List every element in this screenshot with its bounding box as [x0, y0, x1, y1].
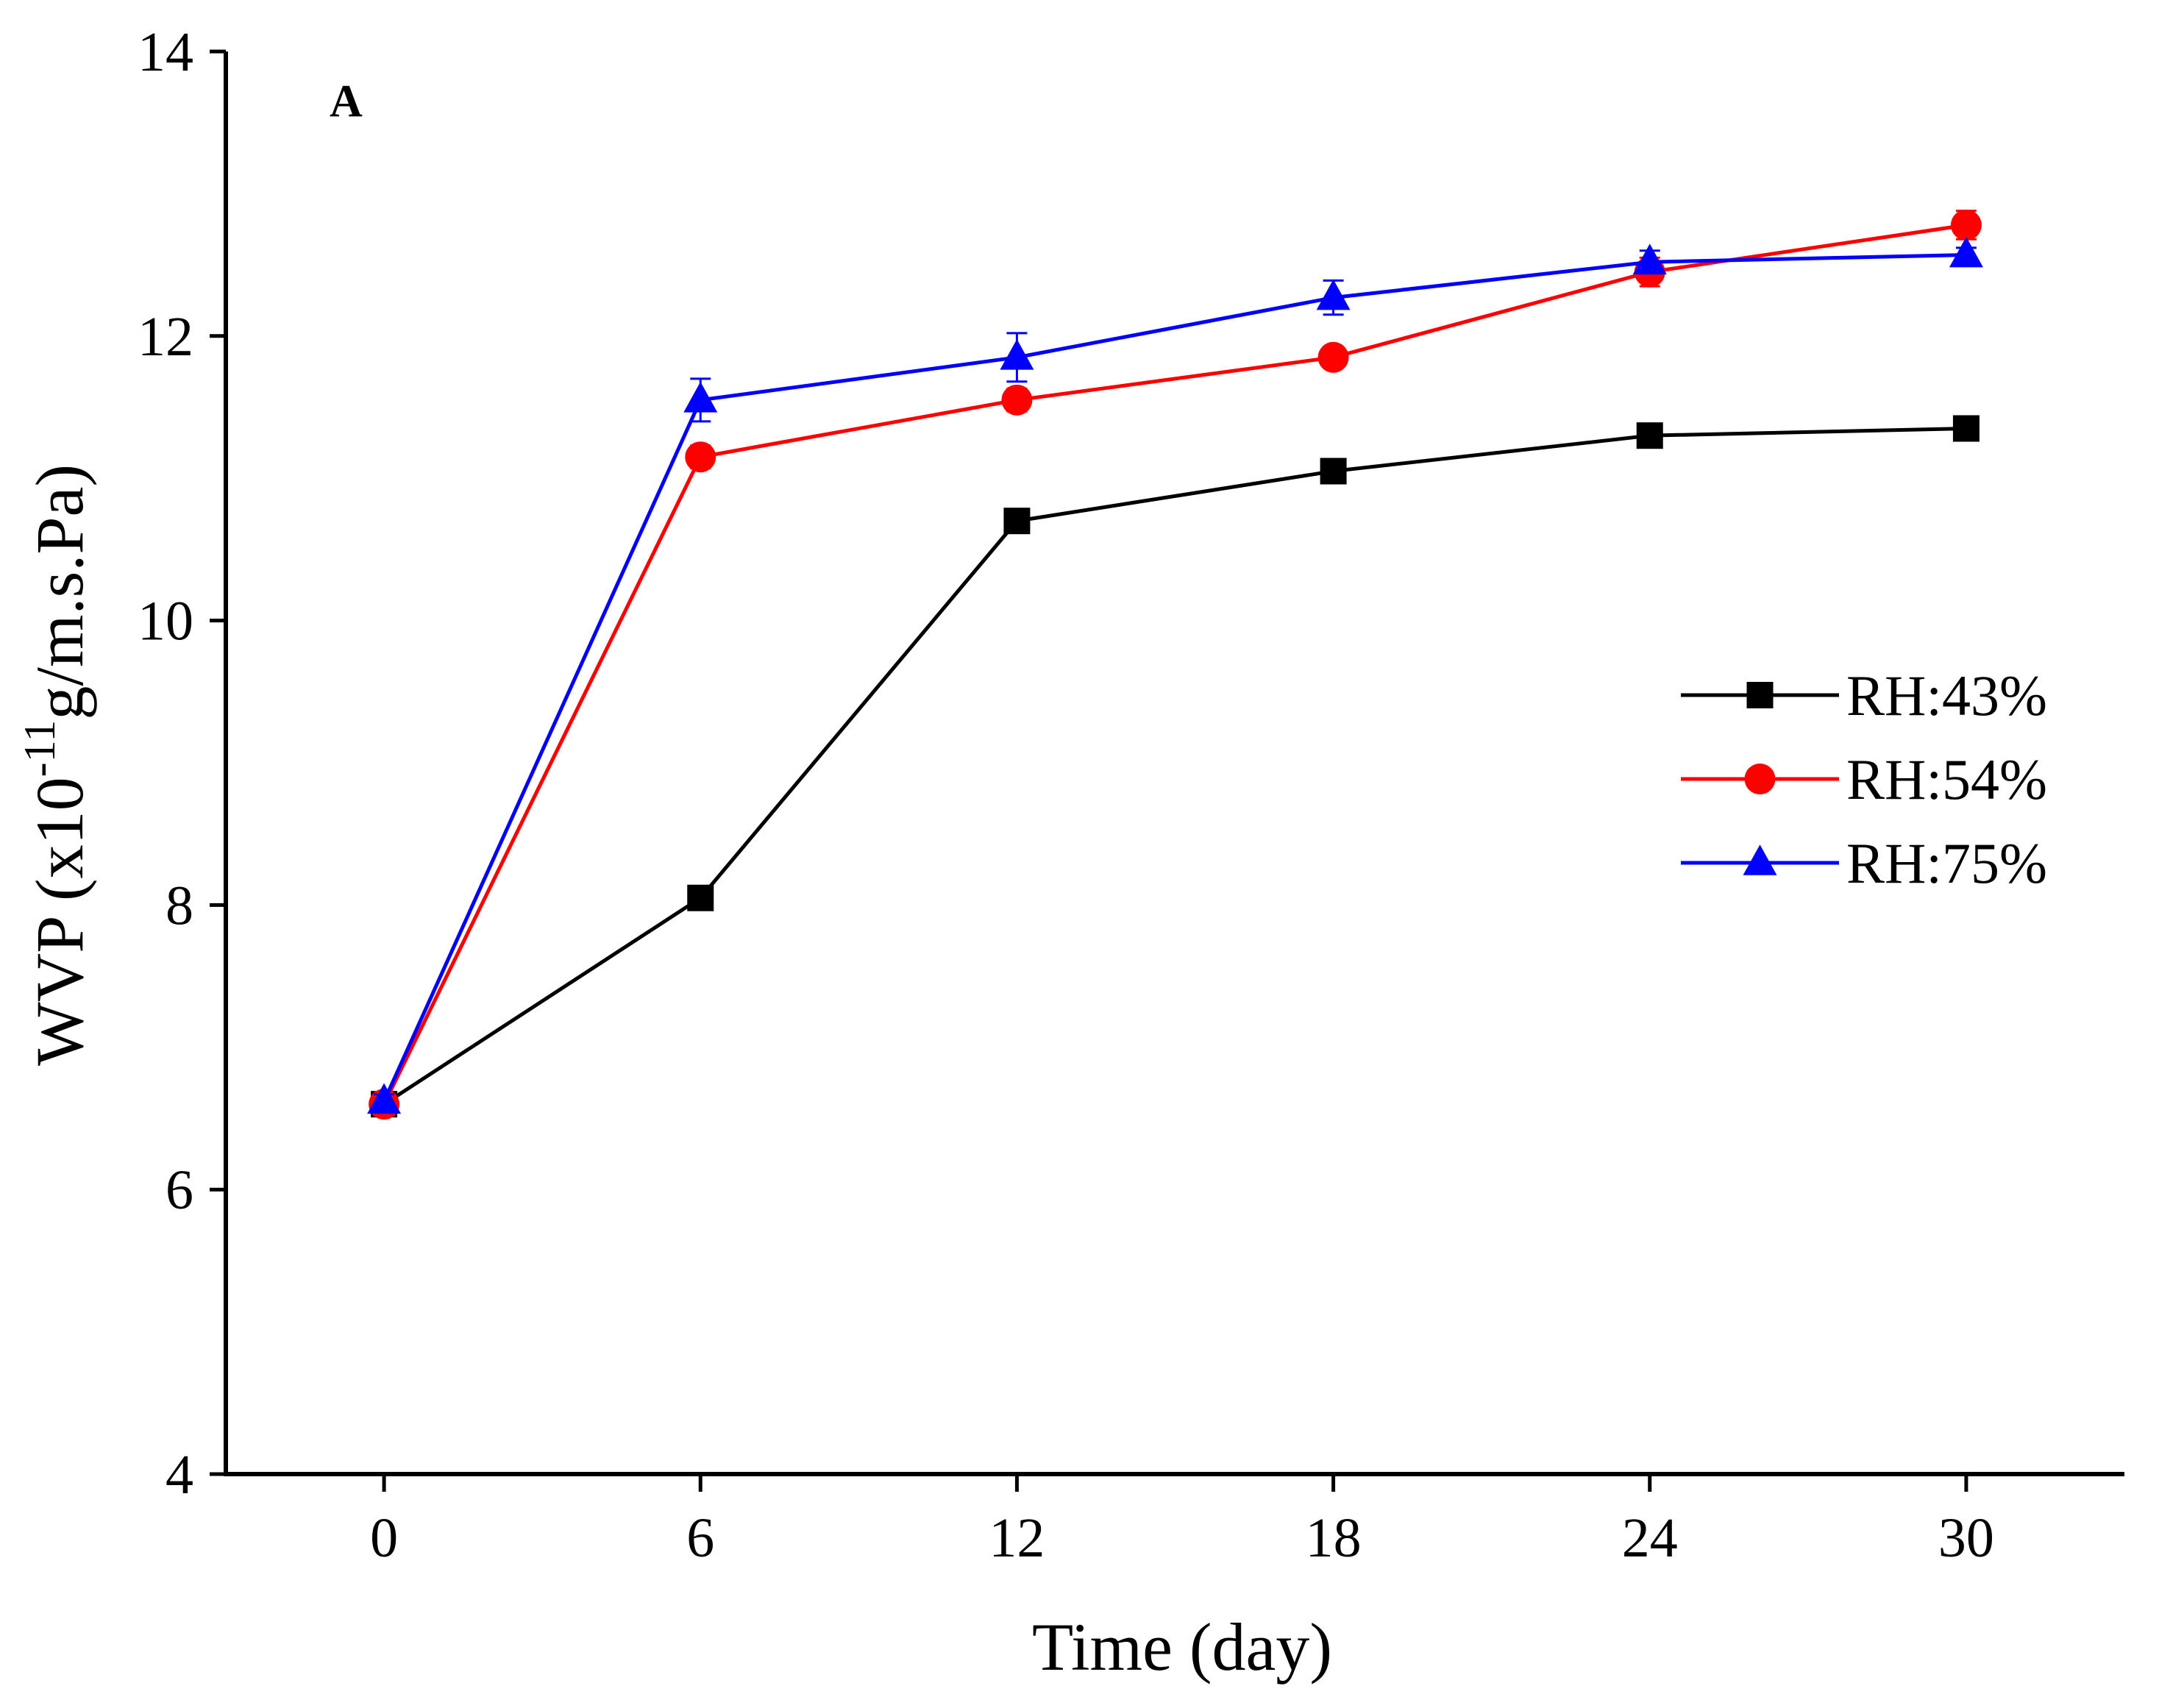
- data-point: [1003, 508, 1031, 535]
- y-axis-title-prefix: WVP (x10: [22, 777, 97, 1066]
- series: [367, 209, 1983, 1120]
- y-axis-title-suffix: g/m.s.Pa): [22, 464, 97, 720]
- data-point: [687, 884, 714, 911]
- data-point: [1320, 458, 1347, 485]
- x-axis-title: Time (day): [1032, 1609, 1332, 1684]
- x-tick-label: 24: [1622, 1507, 1678, 1569]
- series-group: [371, 415, 1980, 1118]
- ticks: 4 6 8 10 12 14 0 6 12 18 24 30: [138, 21, 1994, 1569]
- data-point: [1949, 236, 1983, 268]
- data-point: [1000, 339, 1034, 370]
- y-tick-label: 6: [166, 1159, 193, 1221]
- axes: [224, 51, 2124, 1476]
- legend-item: RH:75%: [1681, 831, 2047, 895]
- data-point: [685, 441, 716, 473]
- data-point: [1317, 341, 1349, 373]
- data-point: [683, 382, 718, 413]
- data-point: [1632, 243, 1667, 275]
- series-line: [382, 223, 1967, 1106]
- legend-label: RH:54%: [1846, 747, 2047, 811]
- y-axis-title-exponent: -11: [15, 720, 64, 778]
- y-axis-title: WVP (x10-11g/m.s.Pa): [15, 464, 97, 1066]
- legend-marker: [1744, 764, 1776, 794]
- x-tick-label: 6: [686, 1507, 714, 1569]
- y-tick-label: 8: [166, 875, 193, 936]
- y-tick-label: 12: [138, 306, 193, 368]
- data-point: [1636, 422, 1663, 449]
- series-line: [383, 427, 1966, 1106]
- legend-label: RH:43%: [1846, 663, 2047, 727]
- x-tick-label: 12: [989, 1507, 1045, 1569]
- y-tick-label: 4: [166, 1444, 193, 1506]
- data-point: [1952, 415, 1980, 442]
- x-tick-label: 30: [1938, 1507, 1994, 1569]
- legend-item: RH:54%: [1681, 747, 2047, 811]
- data-point: [1001, 384, 1033, 416]
- series-group: [369, 209, 1982, 1120]
- x-tick-label: 18: [1306, 1507, 1362, 1569]
- data-point: [1950, 209, 1982, 241]
- y-tick-label: 14: [138, 21, 193, 83]
- panel-label: A: [330, 76, 363, 127]
- legend: RH:43% RH:54% RH:75%: [1681, 663, 2047, 895]
- legend-item: RH:43%: [1681, 663, 2047, 727]
- series-group: [367, 236, 1983, 1114]
- x-tick-label: 0: [370, 1507, 398, 1569]
- legend-marker: [1746, 682, 1774, 708]
- data-point: [1316, 279, 1351, 310]
- series-line: [382, 253, 1966, 1103]
- legend-label: RH:75%: [1846, 831, 2047, 895]
- y-tick-label: 10: [138, 591, 193, 652]
- data-point: [367, 1083, 402, 1114]
- legend-marker: [1743, 844, 1777, 875]
